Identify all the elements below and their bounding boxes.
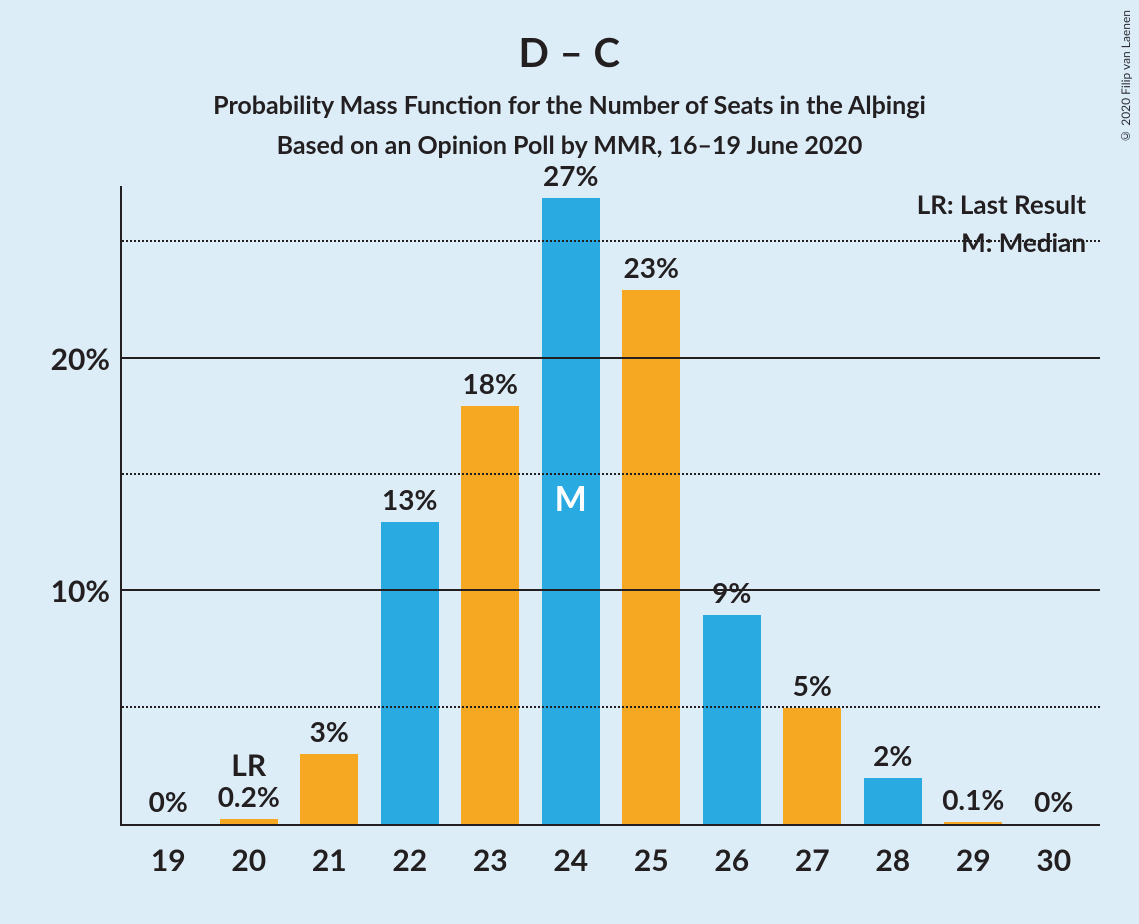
bar: 3% bbox=[300, 754, 358, 824]
x-axis-tick-label: 19 bbox=[151, 842, 186, 878]
bar-value-label: 18% bbox=[463, 366, 518, 400]
bar-slot: 0%19 bbox=[128, 186, 209, 824]
title-block: D – C Probability Mass Function for the … bbox=[0, 0, 1139, 160]
bar-value-label: 13% bbox=[382, 482, 437, 516]
bar-slot: 9%26 bbox=[692, 186, 773, 824]
x-axis-tick-label: 23 bbox=[473, 842, 508, 878]
gridline: 20% bbox=[122, 357, 1100, 359]
chart-area: LR: Last Result M: Median 0%190.2%LR203%… bbox=[40, 186, 1110, 886]
plot-region: LR: Last Result M: Median 0%190.2%LR203%… bbox=[120, 186, 1100, 826]
x-axis-tick-label: 24 bbox=[553, 842, 588, 878]
gridline bbox=[122, 706, 1100, 708]
gridline: 10% bbox=[122, 589, 1100, 591]
copyright-text: © 2020 Filip van Laenen bbox=[1118, 10, 1133, 144]
legend: LR: Last Result M: Median bbox=[917, 188, 1086, 264]
bar-value-label: 3% bbox=[310, 714, 349, 748]
bar-value-label: 23% bbox=[624, 250, 679, 284]
gridline bbox=[122, 473, 1100, 475]
bar: 23% bbox=[622, 290, 680, 824]
bar-value-label: 2% bbox=[873, 738, 912, 772]
bar: 18% bbox=[461, 406, 519, 824]
y-axis-tick-label: 20% bbox=[51, 341, 122, 377]
bar-slot: 18%23 bbox=[450, 186, 531, 824]
bar-slot: 3%21 bbox=[289, 186, 370, 824]
bars-container: 0%190.2%LR203%2113%2218%2327%M2423%259%2… bbox=[122, 186, 1100, 824]
x-axis-tick-label: 26 bbox=[714, 842, 749, 878]
chart-title-sub2: Based on an Opinion Poll by MMR, 16–19 J… bbox=[0, 130, 1139, 160]
x-axis-tick-label: 20 bbox=[231, 842, 266, 878]
last-result-marker: LR bbox=[231, 747, 266, 783]
bar-value-label: 0% bbox=[1034, 784, 1073, 818]
x-axis-tick-label: 25 bbox=[634, 842, 669, 878]
bar-slot: 0.2%LR20 bbox=[209, 186, 290, 824]
legend-lr: LR: Last Result bbox=[917, 188, 1086, 220]
bar: 0.2%LR bbox=[220, 819, 278, 824]
bar-slot: 0%30 bbox=[1014, 186, 1095, 824]
x-axis-tick-label: 27 bbox=[795, 842, 830, 878]
x-axis-tick-label: 30 bbox=[1036, 842, 1071, 878]
x-axis-tick-label: 22 bbox=[392, 842, 427, 878]
median-marker: M bbox=[555, 478, 587, 519]
bar-slot: 0.1%29 bbox=[933, 186, 1014, 824]
chart-title-sub: Probability Mass Function for the Number… bbox=[0, 90, 1139, 120]
bar: 5% bbox=[783, 708, 841, 824]
bar-value-label: 5% bbox=[793, 668, 832, 702]
bar-value-label: 0.2% bbox=[218, 779, 280, 813]
bar-value-label: 27% bbox=[543, 158, 598, 192]
bar-slot: 27%M24 bbox=[531, 186, 612, 824]
bar-value-label: 0% bbox=[149, 784, 188, 818]
x-axis-tick-label: 21 bbox=[312, 842, 347, 878]
chart-title-main: D – C bbox=[0, 28, 1139, 76]
bar-value-label: 9% bbox=[712, 575, 751, 609]
bar-slot: 2%28 bbox=[853, 186, 934, 824]
x-axis-tick-label: 29 bbox=[956, 842, 991, 878]
x-axis-tick-label: 28 bbox=[875, 842, 910, 878]
bar: 27%M bbox=[542, 198, 600, 824]
legend-m: M: Median bbox=[917, 226, 1086, 258]
y-axis-tick-label: 10% bbox=[51, 573, 122, 609]
bar: 0.1% bbox=[944, 822, 1002, 824]
bar: 9% bbox=[703, 615, 761, 824]
bar: 2% bbox=[864, 778, 922, 824]
bar-slot: 13%22 bbox=[370, 186, 451, 824]
bar: 13% bbox=[381, 522, 439, 824]
bar-slot: 23%25 bbox=[611, 186, 692, 824]
bar-value-label: 0.1% bbox=[942, 782, 1004, 816]
bar-slot: 5%27 bbox=[772, 186, 853, 824]
